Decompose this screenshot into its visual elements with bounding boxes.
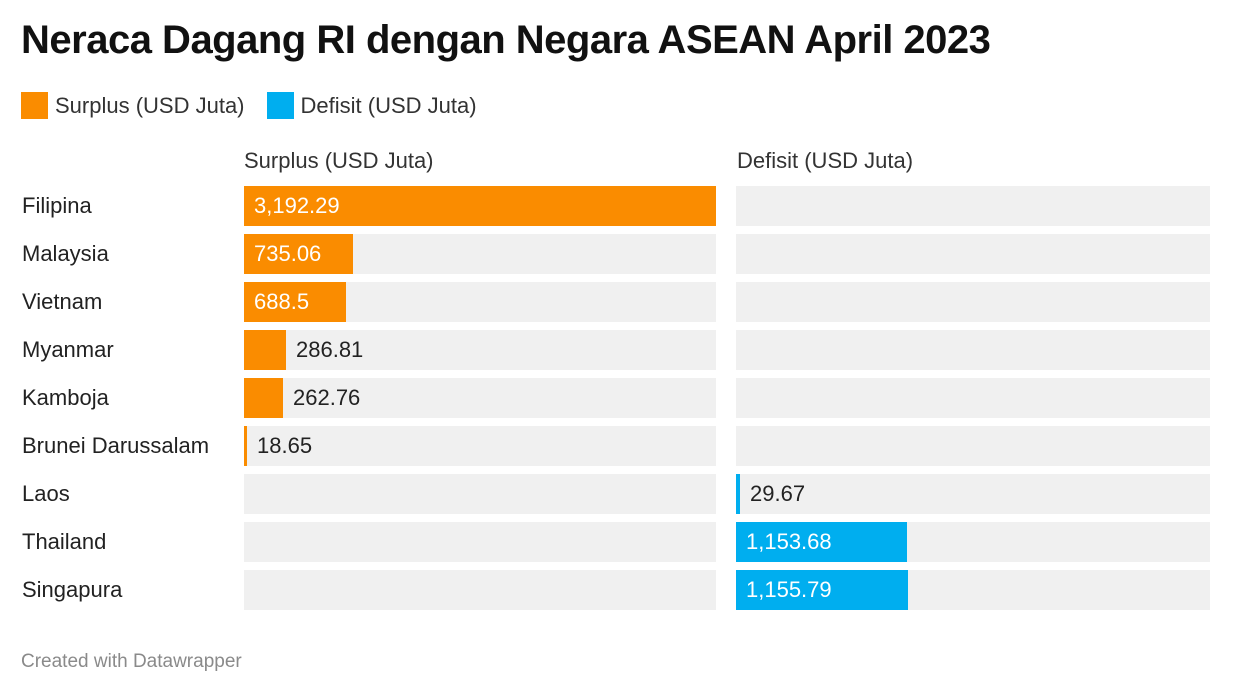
bar-track-defisit-kamboja [736, 378, 1210, 418]
column-header-surplus: Surplus (USD Juta) [244, 148, 434, 173]
legend-label-surplus: Surplus (USD Juta) [55, 92, 245, 118]
bar-track-surplus-kamboja: 262.76 [244, 378, 716, 418]
legend: Surplus (USD Juta) Defisit (USD Juta) [21, 92, 499, 119]
row-label-laos: Laos [22, 481, 70, 506]
legend-swatch-surplus [21, 92, 48, 119]
column-header-defisit: Defisit (USD Juta) [737, 148, 914, 173]
bar-track-surplus-filipina: 3,192.29 [244, 186, 716, 226]
row-label-brunei-darussalam: Brunei Darussalam [22, 433, 210, 458]
bar-defisit-singapura [736, 570, 908, 610]
chart-title: Neraca Dagang RI dengan Negara ASEAN Apr… [21, 18, 991, 62]
bar-track-defisit-vietnam [736, 282, 1210, 322]
row-label-filipina: Filipina [22, 193, 92, 218]
bar-track-surplus-laos [244, 474, 716, 514]
bar-track-defisit-thailand: 1,153.68 [736, 522, 1210, 562]
bar-surplus-malaysia [244, 234, 353, 274]
row-label-vietnam: Vietnam [22, 289, 103, 314]
bar-surplus-vietnam [244, 282, 346, 322]
bar-track-defisit-laos: 29.67 [736, 474, 1210, 514]
bar-track-surplus-singapura [244, 570, 716, 610]
row-label-myanmar: Myanmar [22, 337, 114, 362]
bar-defisit-laos [736, 474, 740, 514]
legend-item-surplus: Surplus (USD Juta) [21, 92, 245, 119]
bar-track-defisit-singapura: 1,155.79 [736, 570, 1210, 610]
value-label-brunei-darussalam: 18.65 [257, 433, 313, 458]
value-label-thailand: 1,153.68 [746, 529, 832, 554]
bar-track-defisit-malaysia [736, 234, 1210, 274]
bar-surplus-brunei-darussalam [244, 426, 247, 466]
footer-credit: Created with Datawrapper [21, 651, 242, 672]
legend-label-defisit: Defisit (USD Juta) [300, 92, 477, 118]
value-label-singapura: 1,155.79 [746, 577, 832, 602]
row-label-thailand: Thailand [22, 529, 107, 554]
bar-defisit-thailand [736, 522, 907, 562]
row-label-malaysia: Malaysia [22, 241, 109, 266]
legend-item-defisit: Defisit (USD Juta) [266, 92, 477, 119]
bar-track-surplus-myanmar: 286.81 [244, 330, 716, 370]
legend-swatch-defisit [266, 92, 294, 119]
bar-track-defisit-myanmar [736, 330, 1210, 370]
row-label-singapura: Singapura [22, 577, 123, 602]
bar-track-surplus-brunei-darussalam: 18.65 [244, 426, 716, 466]
row-label-kamboja: Kamboja [22, 385, 109, 410]
bar-track-surplus-thailand [244, 522, 716, 562]
bar-surplus-myanmar [244, 330, 286, 370]
value-label-filipina: 3,192.29 [254, 193, 340, 218]
value-label-vietnam: 688.5 [254, 289, 310, 314]
value-label-laos: 29.67 [750, 481, 806, 506]
value-label-malaysia: 735.06 [254, 241, 322, 266]
bar-surplus-filipina [244, 186, 716, 226]
bar-track-surplus-vietnam: 688.5 [244, 282, 716, 322]
bar-surplus-kamboja [244, 378, 283, 418]
bar-track-defisit-filipina [736, 186, 1210, 226]
value-label-kamboja: 262.76 [293, 385, 361, 410]
value-label-myanmar: 286.81 [296, 337, 364, 362]
bar-track-defisit-brunei-darussalam [736, 426, 1210, 466]
bar-track-surplus-malaysia: 735.06 [244, 234, 716, 274]
